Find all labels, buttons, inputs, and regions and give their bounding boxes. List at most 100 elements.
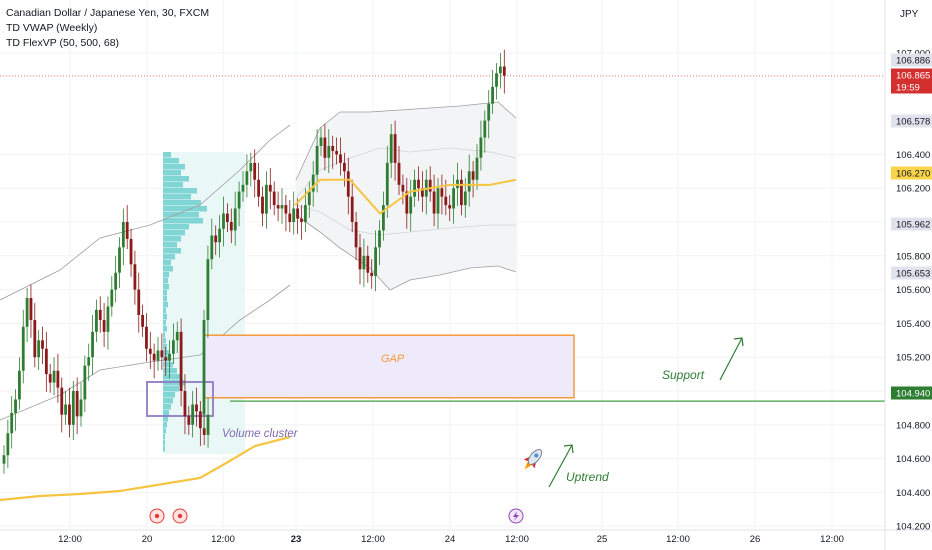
vwap-upper-band [0,124,291,301]
y-tick-label: 104.200 [896,522,930,533]
candle-body [102,320,106,332]
volume-profile-bar [163,344,167,350]
candle-body [401,184,405,192]
candle-body [370,272,374,277]
candle-body [168,353,171,361]
candle-body [241,184,245,192]
event-marker-dot [154,513,160,519]
volume-profile-bar [163,422,167,428]
x-tick-label: 20 [142,534,153,545]
candle-body [156,350,160,361]
candle-body [374,247,377,277]
candle-body [56,370,60,388]
price-badge-label: 106.578 [896,117,930,128]
gap-label: GAP [381,353,405,365]
candle-body [125,222,129,239]
candle-body [33,320,37,358]
x-tick-label: 12:00 [58,534,82,545]
candle-body [362,255,366,270]
price-badge-bg [891,68,932,82]
candle-body [210,235,214,260]
price-badge-bg [891,266,932,280]
candle-body [37,340,41,358]
candle-body [413,179,416,197]
price-badge-bg [891,53,932,67]
candle-body [444,196,448,206]
y-tick-label: 105.600 [896,285,930,296]
rocket-fins [523,457,536,469]
candle-body [18,370,21,400]
vwap-lower-band-2 [295,214,517,291]
indicator-flexvp[interactable]: TD FlexVP (50, 500, 68) [6,37,120,49]
candle-body [164,357,168,361]
candle-body [268,184,272,192]
volume-profile-bar [163,266,173,272]
annotations: GAP Support Uptrend Volume cluster [149,337,744,524]
volume-profile-bar [163,404,171,410]
volume-profile-bar [163,272,169,278]
candle-body [358,247,362,270]
rocket-window [534,453,539,458]
price-badge-label: 104.940 [896,389,930,400]
trend-arrow [719,337,743,381]
volume-profile-bar [163,200,201,206]
chart-zones [146,334,885,417]
volume-profile-bar [163,446,165,452]
candle-body [148,348,152,354]
trend-arrow [548,444,573,488]
volume-profile-bar [163,218,203,224]
candle-body [95,309,98,332]
vwap-lines [0,178,517,502]
gap-zone [203,334,575,399]
candle-body [409,196,413,214]
dividend-marker-bolt [513,511,519,521]
volume-profile-bar [163,152,171,158]
x-tick-label: 25 [597,534,608,545]
candle-body [382,205,385,231]
price-badge-bg [891,80,932,94]
candle-body [257,179,260,197]
candle-body [495,73,498,87]
candle-body [237,191,241,209]
volume-profile-bar [163,242,177,248]
volume-profile-bar [163,284,169,290]
candle-body [2,455,6,464]
currency-label[interactable]: JPY [900,9,919,20]
candle-body [187,416,191,425]
volume-profile-bar [163,338,166,344]
candle-body [385,162,389,206]
candle-body [75,391,79,417]
x-tick-label: 12:00 [505,534,529,545]
volume-profile-bar [163,332,165,338]
price-badge-label: 106.886 [896,56,930,67]
x-tick-label: 12:00 [211,534,235,545]
candle-body [233,208,237,231]
candle-body [121,222,125,248]
candle-body [261,196,264,214]
volume-profile-bar [163,398,173,404]
candle-body [479,137,483,158]
volume-profile-bar [163,176,189,182]
candle-body [110,289,114,307]
price-badge-bg [891,386,932,400]
volume-profile-bar [163,320,166,326]
candle-body [160,350,164,358]
candle-body [68,404,71,425]
volume-profile-bar [163,188,197,194]
indicator-vwap[interactable]: TD VWAP (Weekly) [6,22,98,34]
time-axis: 12:00 20 12:00 23 12:00 24 12:00 25 12:00 26 12:00 [0,529,932,545]
candle-body [44,348,48,375]
candle-body [152,353,156,361]
volume-profile-bar [163,194,191,200]
volume-profile-bar [163,440,165,446]
x-tick-label: 24 [445,534,456,545]
volume-profile-bar [163,434,165,440]
candle-body [421,188,424,197]
volume-profile-bar [163,410,169,416]
volume-profile-bar [163,314,167,320]
candle-body [10,412,14,434]
candle-body [397,162,401,185]
volume-profile-bar [163,428,166,434]
candle-body [300,218,303,222]
